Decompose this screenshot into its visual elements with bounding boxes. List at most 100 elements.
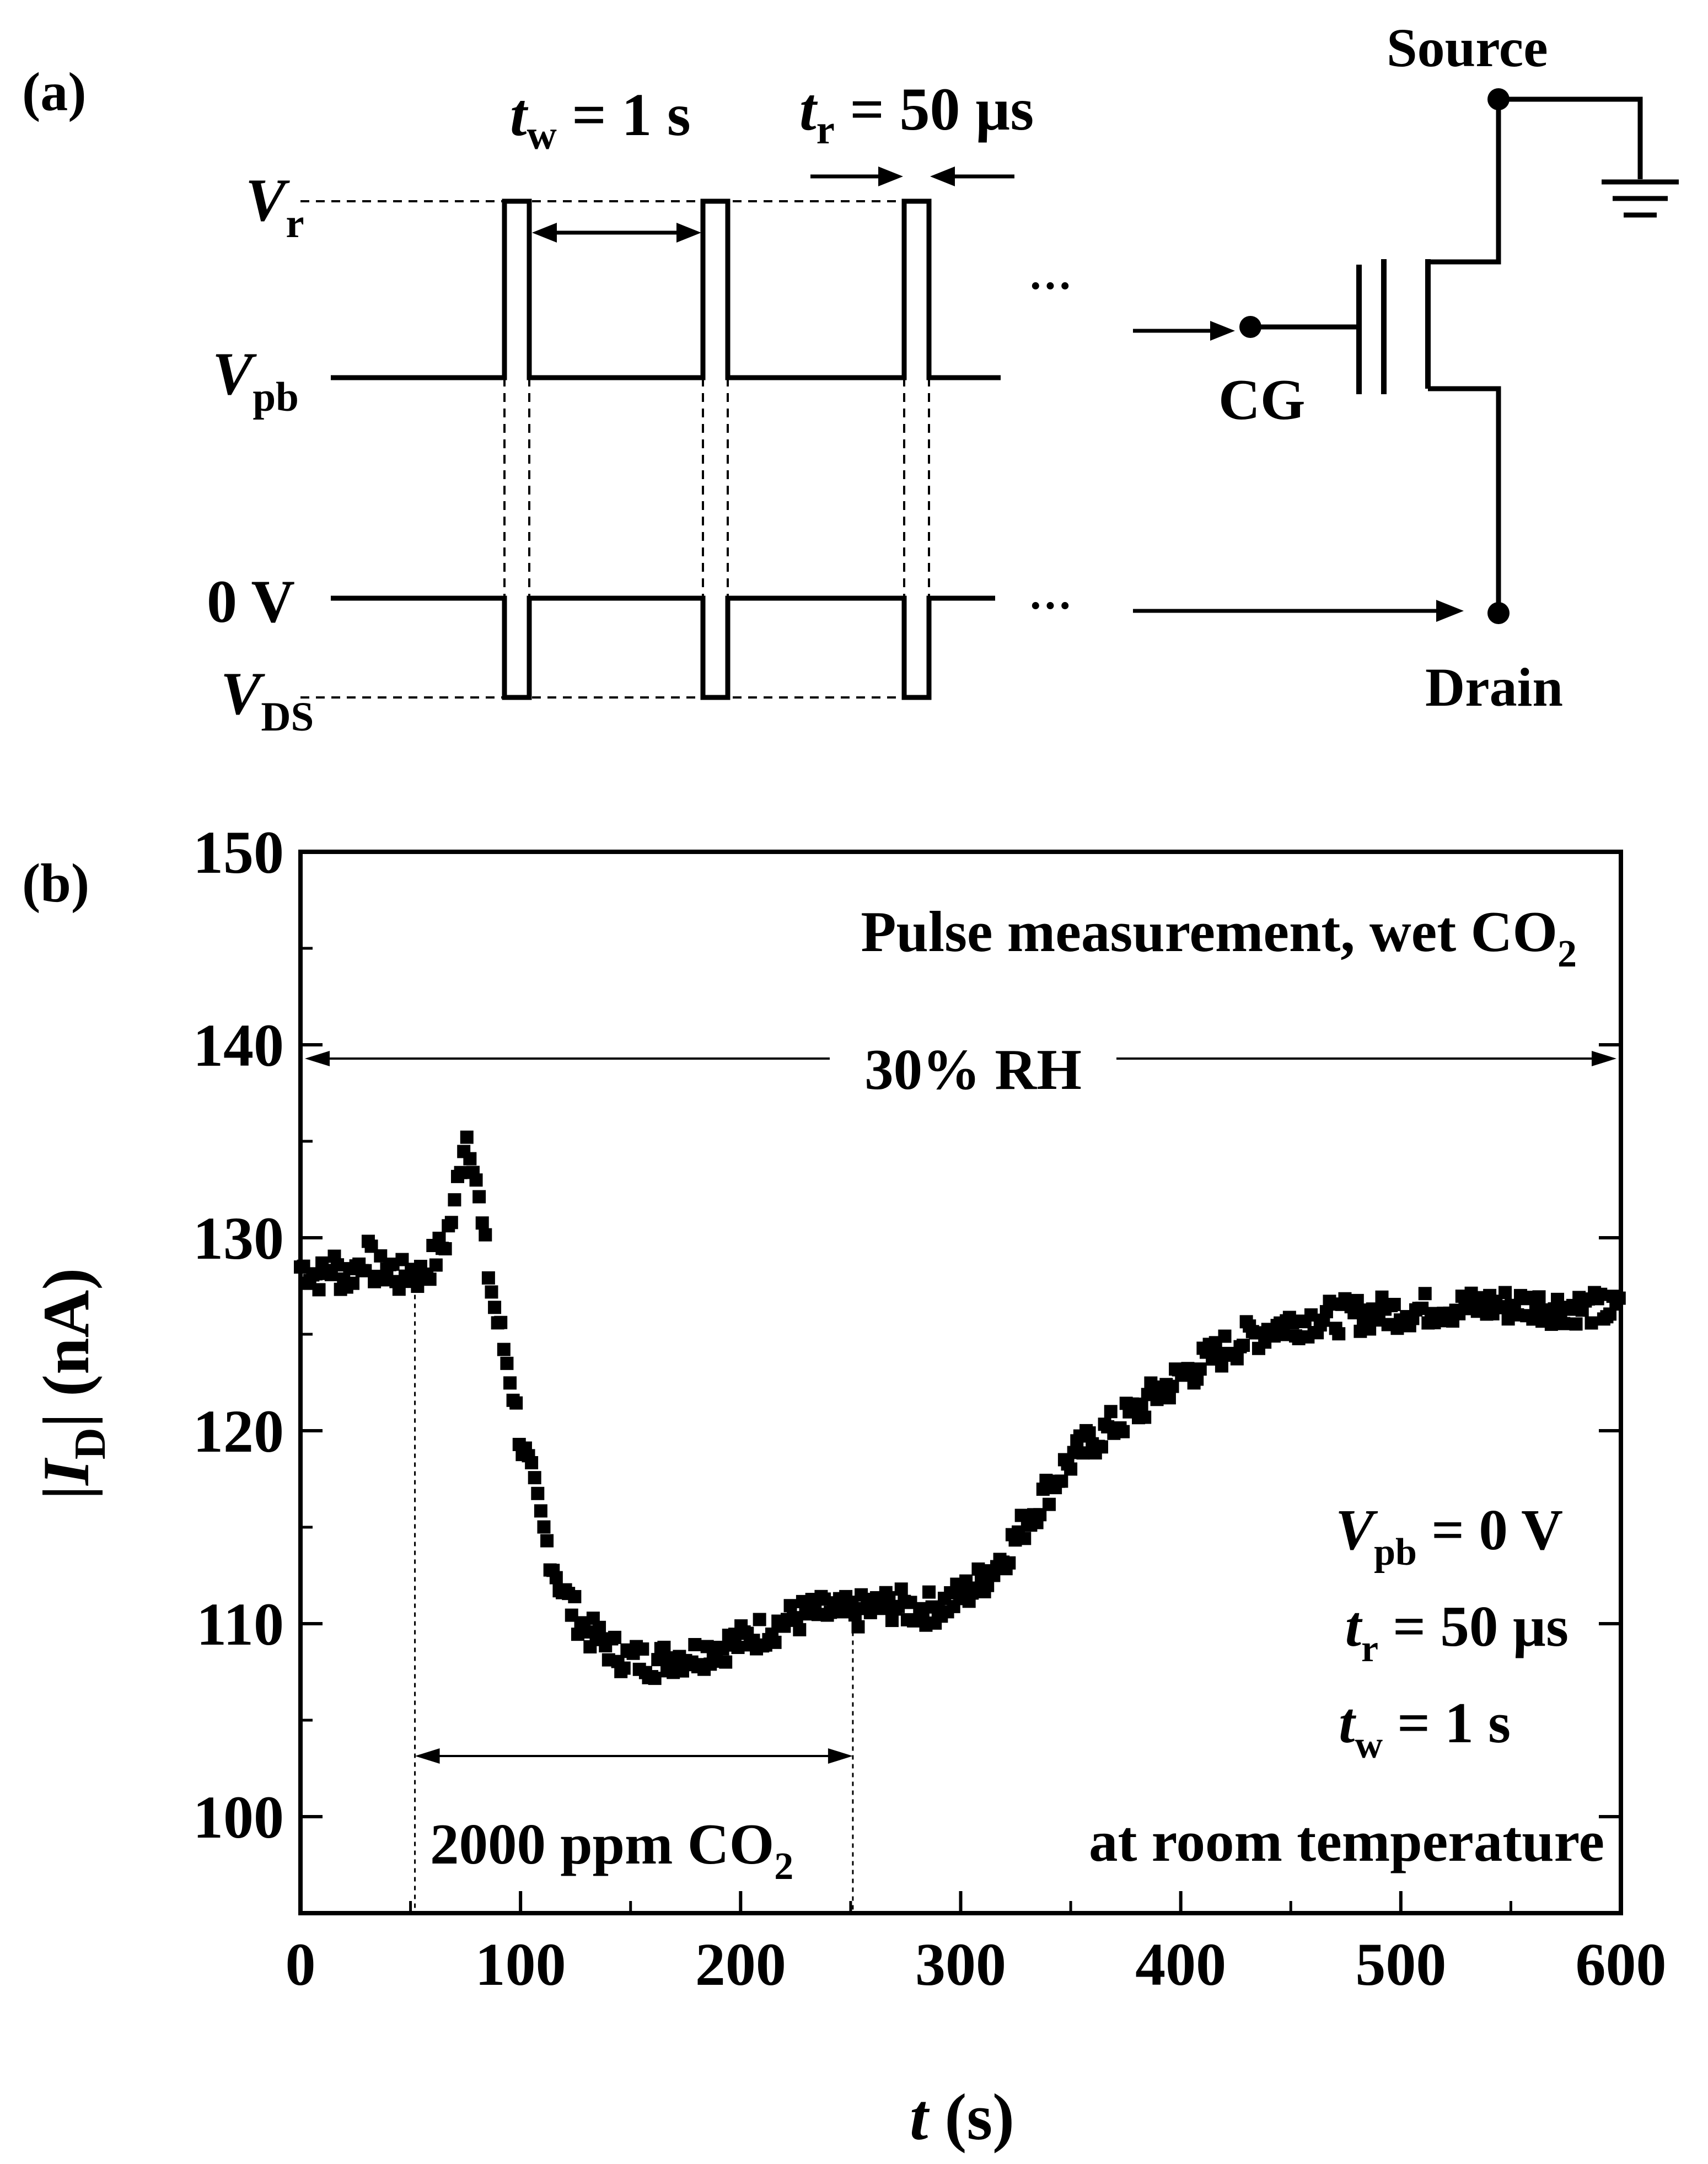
data-point: [528, 1471, 541, 1485]
data-point: [1418, 1287, 1432, 1301]
x-tick-label: 100: [475, 1931, 566, 1998]
data-point: [1594, 1287, 1608, 1301]
vr-label: Vr: [245, 167, 304, 246]
x-tick-label: 0: [286, 1931, 316, 1998]
data-point: [1276, 1328, 1290, 1341]
data-point: [494, 1315, 508, 1329]
data-point: [1612, 1291, 1626, 1305]
x-tick-label: 500: [1355, 1931, 1446, 1998]
data-point: [472, 1190, 486, 1204]
data-point: [1387, 1297, 1401, 1311]
tw-arrow: [532, 223, 701, 243]
data-point: [531, 1486, 545, 1500]
data-point: [460, 1130, 474, 1144]
data-point: [438, 1242, 452, 1255]
data-point: [469, 1173, 483, 1187]
y-axis-title: |ID| (nA): [29, 1268, 115, 1500]
data-point: [1585, 1316, 1598, 1330]
data-point: [636, 1642, 649, 1656]
data-point: [1498, 1286, 1512, 1300]
data-point: [719, 1655, 733, 1669]
rh-span-arrow: [305, 1051, 1616, 1066]
data-point: [1332, 1327, 1346, 1341]
tr-arrows: [810, 167, 1014, 186]
data-point: [1162, 1391, 1176, 1405]
data-point: [1094, 1440, 1108, 1454]
data-point: [454, 1166, 468, 1179]
y-axis: 100 110 120 130 140 150: [193, 819, 1621, 1851]
y-tick-label: 140: [193, 1012, 284, 1079]
y-tick-label: 120: [193, 1398, 284, 1465]
data-point: [1055, 1474, 1068, 1488]
data-point: [1569, 1317, 1583, 1331]
data-point: [479, 1228, 492, 1242]
data-point: [1193, 1362, 1207, 1376]
data-point: [481, 1271, 495, 1285]
tw-label: tw = 1 s: [510, 81, 691, 158]
co2-exposure-arrow: [415, 1748, 853, 1764]
panel-b-label: (b): [22, 852, 89, 914]
drain-terminal: [1487, 602, 1510, 624]
source-label: Source: [1387, 17, 1548, 78]
drain-label: Drain: [1425, 657, 1563, 718]
data-point: [783, 1599, 797, 1613]
data-point: [463, 1152, 477, 1166]
data-point: [1138, 1410, 1152, 1424]
data-point: [503, 1376, 517, 1390]
data-point: [423, 1272, 437, 1286]
vds-label: VDS: [221, 660, 314, 740]
x-tick-label: 600: [1576, 1931, 1667, 1998]
data-point: [885, 1614, 899, 1628]
panel-b: (b) 100 110 120 130 140 150 0 100 200 300 400 500 6…: [22, 819, 1667, 2154]
data-point: [500, 1356, 514, 1370]
data-point: [1018, 1532, 1032, 1545]
y-tick-label: 130: [193, 1205, 284, 1272]
data-point: [346, 1276, 360, 1290]
x-axis: 0 100 200 300 400 500 600: [286, 1891, 1667, 1998]
y-tick-label: 150: [193, 819, 284, 886]
condition-tw: tw = 1 s: [1339, 1690, 1511, 1766]
data-point: [525, 1456, 539, 1469]
drain-input-arrow: [1133, 600, 1464, 622]
data-point: [688, 1637, 702, 1651]
data-point: [753, 1613, 766, 1626]
panel-a: (a) tw = 1 s tr = 50 µs Vr Vpb 0 V VDS: [22, 17, 1679, 740]
data-point: [448, 1193, 461, 1207]
x-tick-label: 300: [915, 1931, 1006, 1998]
condition-temperature: at room temperature: [1089, 1809, 1604, 1873]
data-point: [608, 1630, 622, 1644]
data-point: [534, 1504, 547, 1518]
gate-pulse-waveform: [331, 198, 1001, 380]
data-point: [768, 1635, 782, 1649]
data-point: [312, 1283, 326, 1297]
data-point: [1532, 1290, 1546, 1304]
data-point: [1237, 1339, 1250, 1352]
data-point: [429, 1258, 443, 1272]
zero-volt-label: 0 V: [207, 568, 295, 635]
data-point: [485, 1285, 498, 1299]
rh-label: 30% RH: [864, 1037, 1082, 1102]
drain-lead: [1428, 386, 1501, 613]
ellipsis-gate: ···: [1028, 262, 1072, 310]
data-point: [1064, 1462, 1078, 1476]
source-terminal: [1487, 88, 1510, 110]
data-point: [565, 1608, 578, 1622]
data-point: [648, 1672, 662, 1685]
y-tick-label: 100: [193, 1784, 284, 1851]
x-tick-label: 400: [1135, 1931, 1226, 1998]
data-point: [509, 1396, 523, 1410]
y-tick-label: 110: [196, 1591, 284, 1658]
data-point: [593, 1620, 606, 1634]
measurement-title-annotation: Pulse measurement, wet CO2: [861, 899, 1577, 975]
data-point: [331, 1258, 345, 1272]
ground-icon: [1602, 179, 1679, 218]
data-point: [851, 1620, 865, 1634]
data-point: [1230, 1352, 1244, 1366]
data-point: [475, 1216, 489, 1230]
data-point: [1042, 1497, 1056, 1511]
data-point: [617, 1661, 631, 1675]
data-point: [1002, 1556, 1016, 1570]
data-point: [1218, 1329, 1232, 1343]
data-point: [549, 1571, 563, 1585]
